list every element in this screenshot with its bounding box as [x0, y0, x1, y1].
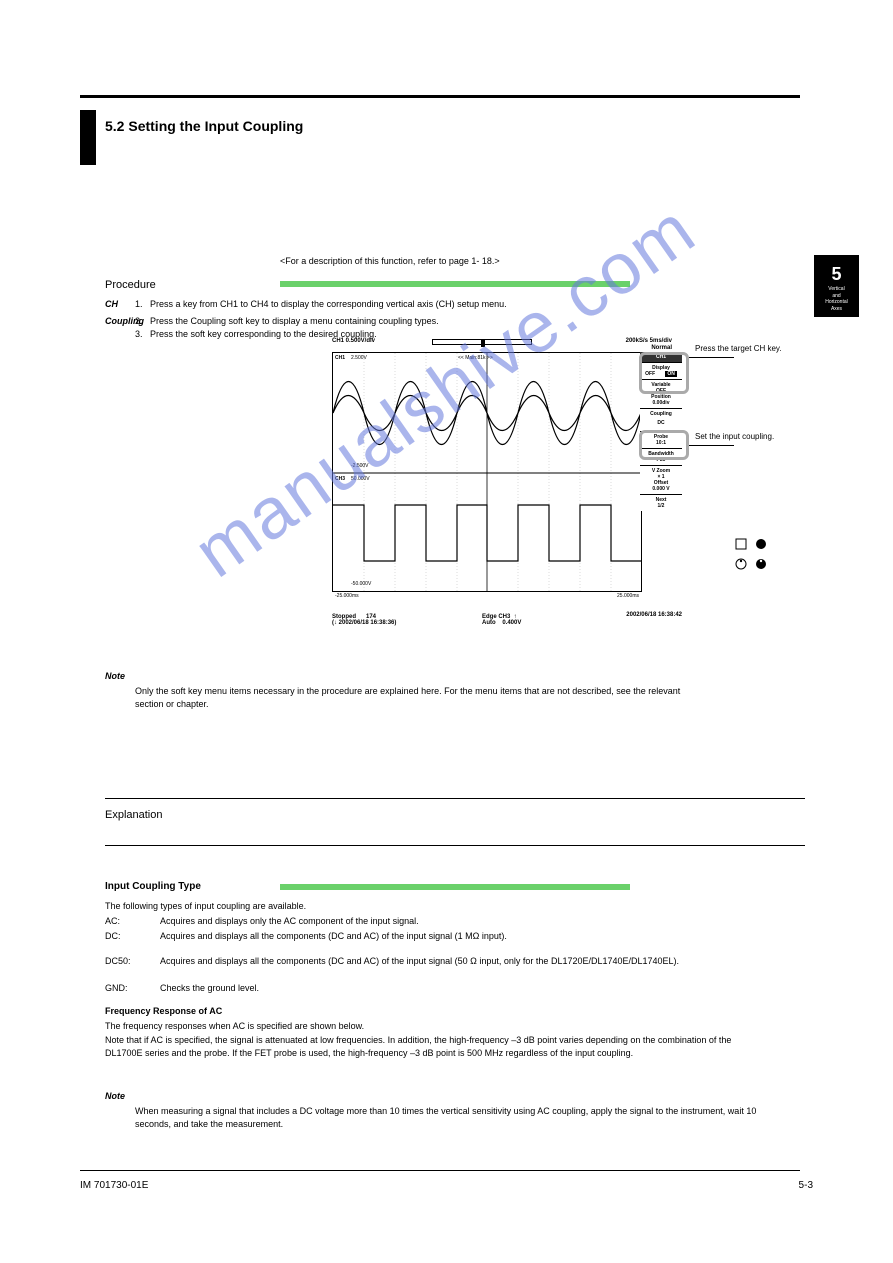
scope-plot: CH1 2.500V << Main:81k >> -2.500V CH3 50… [332, 352, 642, 592]
bw-value: Full [640, 457, 682, 463]
note2-heading: Note [105, 1090, 125, 1103]
note2-text: When measuring a signal that includes a … [135, 1105, 775, 1130]
time-left: -25.000ms [335, 593, 359, 599]
callout-1: Press the target CH key. [695, 344, 795, 353]
status-right: 2002/06/18 16:38:42 [626, 612, 682, 618]
dial-filled-icon [755, 558, 767, 570]
explanation-rule [105, 798, 805, 799]
time-right: 25.000ms [617, 593, 639, 599]
footer-left: IM 701730-01E [80, 1180, 148, 1191]
explanation-sub: Input Coupling Type [105, 880, 201, 894]
reference-note: <For a description of this function, ref… [280, 255, 500, 268]
step2-text: Press the Coupling soft key to display a… [150, 315, 580, 328]
ch-label: CH [105, 298, 118, 311]
chapter-tab: 5 Vertical and Horizontal Axes [814, 255, 859, 317]
procedure-heading: Procedure [105, 278, 156, 293]
ch3-plot-label: CH3 [335, 476, 345, 482]
note-heading: Note [105, 670, 125, 683]
step1-num: 1. [135, 298, 143, 311]
ch1-scale-bot: -2.500V [351, 463, 369, 469]
explanation-p1: The following types of input coupling ar… [105, 900, 665, 913]
status-left: Stopped 174 (↓ 2002/06/18 16:38:36) [332, 614, 396, 626]
row-2-val: Acquires and displays all the components… [160, 955, 720, 968]
procedure-bar [280, 281, 630, 287]
row-2-key: DC50: [105, 955, 150, 968]
menu-variable[interactable]: Variable OFF Position 0.00div [640, 380, 682, 409]
menu-next[interactable]: Next 1/2 [640, 495, 682, 511]
explanation-bar [280, 884, 630, 890]
coupling-value: DC [640, 417, 682, 429]
chapter-number: 5 [814, 263, 859, 286]
oscilloscope-screenshot: CH1 0.500V/div 200kS/s 5ms/div Normal CH… [332, 338, 682, 618]
footer-rule [80, 1170, 800, 1171]
row-1-key: DC: [105, 930, 150, 943]
menu-bandwidth[interactable]: Bandwidth Full [640, 449, 682, 466]
ch1-scale-top: 2.500V [351, 355, 367, 361]
probe-value: 10:1 [640, 440, 682, 446]
ch3-scale-top: 50.000V [351, 476, 370, 482]
freq-heading: Frequency Response of AC [105, 1005, 222, 1018]
menu-vzoom[interactable]: V Zoom × 1 Offset 0.000 V [640, 466, 682, 495]
row-0-val: Acquires and displays only the AC compon… [160, 915, 720, 928]
row-0-key: AC: [105, 915, 150, 928]
display-off: OFF [645, 371, 655, 377]
row-1-val: Acquires and displays all the components… [160, 930, 720, 943]
main-ref: << Main:81k >> [458, 355, 493, 361]
step2-num: 2. [135, 315, 143, 328]
status-mid: Edge CH3 ↑ Auto 0.400V [482, 614, 521, 626]
callout-line-1 [689, 357, 734, 358]
scope-waveforms-svg [333, 353, 641, 591]
section-title: 5.2 Setting the Input Coupling [105, 118, 303, 134]
menu-probe[interactable]: Probe 10:1 [640, 432, 682, 449]
callout-2: Set the input coupling. [695, 432, 795, 441]
scope-timeline-cursor [481, 339, 485, 347]
scope-mode: Normal [651, 345, 672, 351]
footer-right: 5-3 [799, 1180, 813, 1191]
scope-ch-scale: CH1 0.500V/div [332, 338, 375, 344]
scope-rate: 200kS/s 5ms/div [626, 338, 672, 344]
position-value: 0.00div [640, 400, 682, 406]
next-value: 1/2 [640, 503, 682, 509]
scope-menu: CH1 Display OFF ON Variable OFF Position… [640, 352, 682, 511]
section-bar [80, 110, 96, 165]
square-icon [735, 538, 747, 550]
step3-num: 3. [135, 328, 143, 341]
freq-p2: Note that if AC is specified, the signal… [105, 1034, 765, 1059]
freq-p1: The frequency responses when AC is speci… [105, 1020, 765, 1033]
row-3-val: Checks the ground level. [160, 982, 720, 995]
offset-value: 0.000 V [640, 486, 682, 492]
row-3-key: GND: [105, 982, 150, 995]
explanation-rule2 [105, 845, 805, 846]
step1-text: Press a key from CH1 to CH4 to display t… [150, 298, 580, 311]
top-rule [80, 95, 800, 98]
explanation-heading: Explanation [105, 808, 163, 823]
ch1-plot-label: CH1 [335, 355, 345, 361]
scope-timeline-bar [432, 339, 532, 345]
menu-coupling[interactable]: Coupling DC [640, 409, 682, 432]
chapter-tab-label: Vertical and Horizontal Axes [814, 286, 859, 312]
display-on: ON [665, 371, 677, 377]
menu-display[interactable]: Display OFF ON [640, 363, 682, 380]
knob-icon [755, 538, 767, 550]
note-text: Only the soft key menu items necessary i… [135, 685, 695, 710]
ch3-scale-bot: -50.000V [351, 581, 371, 587]
menu-title: CH1 [640, 352, 682, 363]
callout-line-2 [689, 445, 734, 446]
dial-icon [735, 558, 747, 570]
